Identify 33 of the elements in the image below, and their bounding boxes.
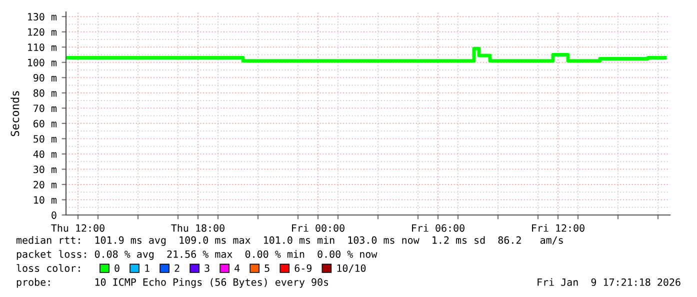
y-tick-label: 20 m bbox=[34, 180, 56, 188]
legend-label: 4 bbox=[234, 264, 240, 272]
legend-title: loss color: bbox=[16, 264, 80, 272]
x-tick-label: Fri 12:00 bbox=[532, 224, 584, 232]
text: packet loss: 0.08 % avg 21.56 % max 0.00 % min 0.00 % now bbox=[16, 250, 378, 260]
y-tick-label: 90 m bbox=[34, 74, 56, 82]
y-tick-label: 40 m bbox=[33, 150, 56, 158]
y-tick-label: 0 bbox=[52, 211, 56, 219]
y-tick-label: 30 m bbox=[34, 166, 56, 174]
x-tick-label: Fri 00:00 bbox=[292, 224, 344, 232]
y-tick-label: 10 m bbox=[34, 196, 56, 204]
y-axis-title: Seconds bbox=[10, 91, 20, 136]
legend-label: 2 bbox=[174, 264, 180, 272]
x-tick-label: Thu 18:00 bbox=[171, 224, 224, 232]
text: Fri Jan 9 17:21:18 2026 bbox=[538, 278, 680, 286]
x-tick-label: Fri 06:00 bbox=[412, 224, 464, 232]
legend-label: 1 bbox=[145, 264, 150, 272]
legend-label: 3 bbox=[204, 264, 210, 272]
y-tick-label: 110 m bbox=[28, 44, 56, 52]
y-tick-label: 80 m bbox=[34, 89, 56, 97]
x-tick-label: Thu 12:00 bbox=[51, 224, 104, 232]
y-tick-label: 70 m bbox=[34, 104, 56, 112]
y-tick-label: 120 m bbox=[28, 28, 56, 36]
y-tick-label: 60 m bbox=[34, 120, 56, 128]
legend-label: 6-9 bbox=[294, 264, 312, 272]
text: median rtt: 101.9 ms avg 109.0 ms max 101.0 ms min 103.0 ms now 1.2 ms sd 86.2 am/s bbox=[16, 236, 563, 246]
legend-label: 5 bbox=[264, 264, 270, 272]
y-tick-label: 100 m bbox=[28, 58, 56, 66]
y-tick-label: 130 m bbox=[28, 12, 56, 21]
text: probe: 10 ICMP Echo Pings (56 Bytes) every 90s bbox=[16, 278, 328, 288]
y-tick-label: 50 m bbox=[34, 135, 56, 143]
legend-label: 10/10 bbox=[337, 264, 366, 273]
legend-label: 0 bbox=[114, 264, 120, 272]
